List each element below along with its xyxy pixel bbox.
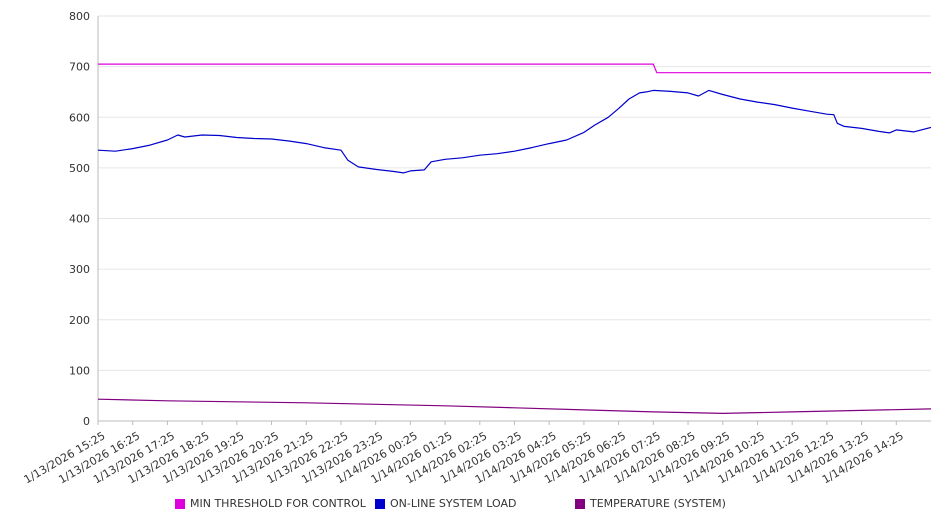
series-line-temperature bbox=[97, 398, 932, 414]
legend-label-min-threshold: MIN THRESHOLD FOR CONTROL bbox=[190, 497, 366, 510]
y-tick-label: 100 bbox=[69, 364, 90, 377]
legend-swatch-min-threshold bbox=[175, 498, 185, 509]
legend-label-temperature: TEMPERATURE (SYSTEM) bbox=[590, 497, 726, 510]
legend-swatch-system-load bbox=[375, 498, 385, 509]
grid-lines bbox=[98, 15, 931, 371]
legend-item-min-threshold: MIN THRESHOLD FOR CONTROL bbox=[175, 497, 366, 510]
y-tick-label: 800 bbox=[69, 10, 90, 23]
x-tick-labels: 1/13/2026 15:251/13/2026 16:251/13/2026 … bbox=[22, 421, 906, 486]
y-tick-label: 700 bbox=[69, 61, 90, 74]
legend-item-system-load: ON-LINE SYSTEM LOAD bbox=[375, 497, 516, 510]
y-tick-label: 400 bbox=[69, 213, 90, 226]
series-line-min-threshold bbox=[98, 63, 931, 74]
y-tick-label: 600 bbox=[69, 111, 90, 124]
legend-label-system-load: ON-LINE SYSTEM LOAD bbox=[390, 497, 517, 510]
y-tick-label: 200 bbox=[69, 314, 90, 327]
y-tick-label: 0 bbox=[83, 415, 90, 428]
legend-item-temperature: TEMPERATURE (SYSTEM) bbox=[575, 497, 726, 510]
legend: MIN THRESHOLD FOR CONTROL ON-LINE SYSTEM… bbox=[0, 497, 946, 515]
series-line-system-load bbox=[97, 89, 932, 174]
series-lines bbox=[97, 63, 932, 414]
legend-swatch-temperature bbox=[575, 498, 585, 509]
y-tick-label: 300 bbox=[69, 263, 90, 276]
y-tick-label: 500 bbox=[69, 162, 90, 175]
y-tick-labels: 0 100 200 300 400 500 600 700 800 bbox=[69, 10, 90, 428]
